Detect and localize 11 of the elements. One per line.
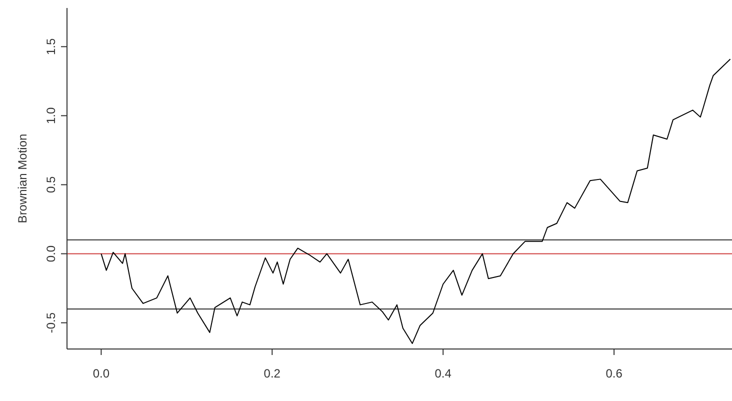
- x-tick-label: 0.2: [264, 366, 281, 381]
- y-tick-label: -0.5: [44, 312, 58, 334]
- y-tick-label: 1.0: [44, 107, 58, 124]
- x-tick-label: 0.4: [434, 366, 452, 381]
- y-axis-title: Brownian Motion: [15, 134, 30, 224]
- y-tick-label: 0.5: [44, 176, 58, 194]
- y-tick-label: 1.5: [44, 38, 58, 55]
- y-tick-label: 0.0: [44, 245, 58, 262]
- line-series: [100, 58, 731, 344]
- x-tick-label: 0.0: [92, 366, 110, 381]
- x-tick-label: 0.6: [606, 366, 623, 381]
